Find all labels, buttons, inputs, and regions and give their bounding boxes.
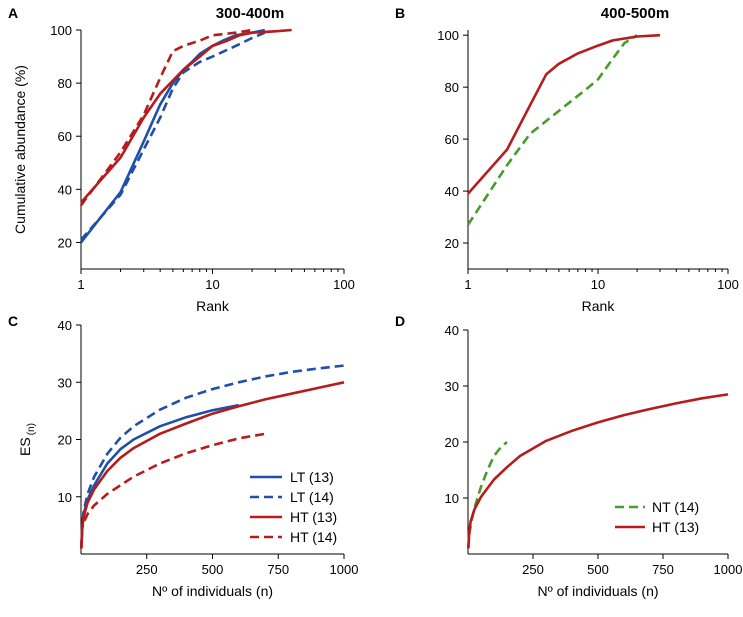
legend-label-ht-14: HT (14) xyxy=(290,529,337,545)
y-tick-label: 30 xyxy=(58,375,72,390)
y-tick-label: 80 xyxy=(58,76,72,91)
x-tick-label: 100 xyxy=(333,277,355,292)
x-tick-label: 10 xyxy=(205,277,219,292)
panel-letter: D xyxy=(395,313,405,329)
x-tick-label: 1 xyxy=(77,277,84,292)
y-tick-label: 20 xyxy=(445,435,459,450)
y-tick-label: 60 xyxy=(445,132,459,147)
series-line-lt-13-solid xyxy=(79,28,266,244)
series-line-ht-14-dashed xyxy=(79,28,253,207)
x-tick-label: 250 xyxy=(522,562,544,577)
legend-label-nt-14: NT (14) xyxy=(652,499,699,515)
y-axis-title-subscript: (n) xyxy=(26,423,37,435)
series-line-lt-14-dashed xyxy=(80,364,345,549)
y-tick-label: 100 xyxy=(50,23,72,38)
y-tick-label: 20 xyxy=(58,235,72,250)
y-tick-label: 20 xyxy=(58,433,72,448)
y-axis-title-main: Cumulative abundance (%) xyxy=(12,65,28,234)
x-tick-label: 500 xyxy=(587,562,609,577)
panel-d: D 250 500 750 1000 10 20 30 40 Nº of individuals … xyxy=(395,313,742,599)
y-tick-label: 10 xyxy=(445,491,459,506)
y-tick-label: 40 xyxy=(58,182,72,197)
x-tick-label: 1000 xyxy=(330,562,359,577)
x-tick-label: 750 xyxy=(652,562,674,577)
y-tick-label: 100 xyxy=(437,28,459,43)
series-line-lt-14-dashed xyxy=(80,31,266,241)
y-axis-title: ES (n) xyxy=(17,423,37,456)
y-tick-label: 10 xyxy=(58,490,72,505)
y-tick-label: 30 xyxy=(445,379,459,394)
x-tick-label: 250 xyxy=(136,562,158,577)
x-tick-label: 500 xyxy=(202,562,224,577)
y-tick-label: 40 xyxy=(58,318,72,333)
legend-label-ht-13: HT (13) xyxy=(652,519,699,535)
panel-a: A 300-400m 1 10 100 20 40 60 80 100 Rank Cumulative… xyxy=(8,5,355,314)
panel-title: 300-400m xyxy=(216,5,284,22)
x-tick-label: 1000 xyxy=(714,562,743,577)
y-tick-label: 40 xyxy=(445,323,459,338)
legend-label-lt-14: LT (14) xyxy=(290,489,334,505)
y-tick-label: 80 xyxy=(445,80,459,95)
panel-title: 400-500m xyxy=(601,5,669,22)
series-line-ht-13-solid xyxy=(80,381,345,549)
series-line-ht-13-solid xyxy=(80,28,292,204)
panel-c: C 250 500 750 1000 10 20 30 40 Nº of individuals … xyxy=(8,313,358,599)
legend: LT (13) LT (14) HT (13) HT (14) xyxy=(250,469,337,545)
x-tick-label: 750 xyxy=(267,562,289,577)
y-tick-label: 60 xyxy=(58,129,72,144)
panel-b: B 400-500m 1 10 100 20 40 60 80 100 Rank xyxy=(395,5,739,314)
legend-label-ht-13: HT (13) xyxy=(290,509,337,525)
x-axis-title: Nº of individuals (n) xyxy=(152,583,273,599)
panel-letter: A xyxy=(8,5,18,21)
y-tick-label: 40 xyxy=(445,184,459,199)
x-tick-label: 1 xyxy=(464,277,471,292)
y-axis-title: Cumulative abundance (%) xyxy=(12,65,28,234)
y-tick-label: 20 xyxy=(445,236,459,251)
series-line-lt-13-solid xyxy=(80,403,240,549)
series-line-nt-14-dashed xyxy=(466,34,638,226)
legend-label-lt-13: LT (13) xyxy=(290,469,334,485)
x-axis-title: Rank xyxy=(582,298,616,314)
series-line-ht-13-solid xyxy=(467,393,729,549)
y-axis-title-main: ES xyxy=(17,437,33,456)
x-tick-label: 10 xyxy=(591,277,605,292)
x-axis-title: Nº of individuals (n) xyxy=(537,583,658,599)
x-axis-title: Rank xyxy=(196,298,230,314)
x-tick-label: 100 xyxy=(717,277,739,292)
series-line-ht-13-solid xyxy=(467,33,661,195)
series-line-nt-14-dashed xyxy=(467,441,508,549)
panel-letter: C xyxy=(8,313,18,329)
legend: NT (14) HT (13) xyxy=(615,499,699,535)
panel-letter: B xyxy=(395,5,405,21)
